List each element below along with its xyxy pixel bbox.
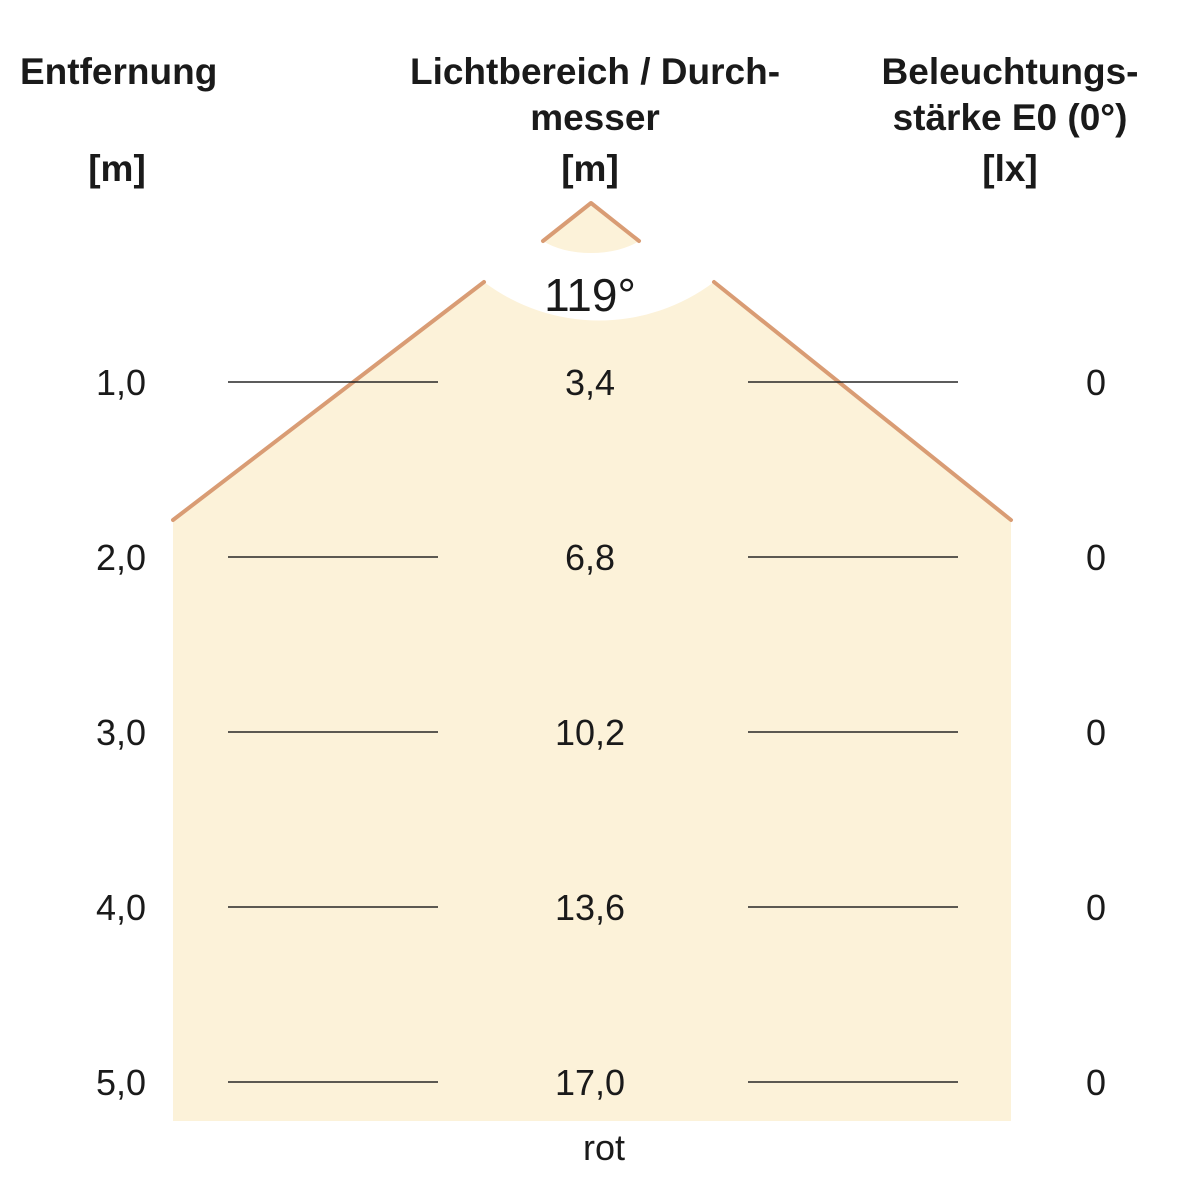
svg-text:0: 0 bbox=[1086, 362, 1106, 403]
svg-text:rot: rot bbox=[583, 1127, 625, 1168]
svg-text:13,6: 13,6 bbox=[555, 887, 625, 928]
svg-text:10,2: 10,2 bbox=[555, 712, 625, 753]
svg-text:119°: 119° bbox=[544, 269, 636, 321]
svg-text:0: 0 bbox=[1086, 1062, 1106, 1103]
svg-text:Entfernung: Entfernung bbox=[20, 51, 217, 92]
svg-text:4,0: 4,0 bbox=[96, 887, 146, 928]
svg-text:1,0: 1,0 bbox=[96, 362, 146, 403]
svg-text:Beleuchtungs-: Beleuchtungs- bbox=[882, 51, 1139, 92]
svg-text:messer: messer bbox=[530, 97, 660, 138]
svg-text:[m]: [m] bbox=[561, 148, 619, 189]
svg-text:0: 0 bbox=[1086, 712, 1106, 753]
svg-text:3,0: 3,0 bbox=[96, 712, 146, 753]
svg-text:0: 0 bbox=[1086, 537, 1106, 578]
svg-text:Lichtbereich / Durch-: Lichtbereich / Durch- bbox=[410, 51, 780, 92]
svg-text:17,0: 17,0 bbox=[555, 1062, 625, 1103]
svg-text:3,4: 3,4 bbox=[565, 362, 615, 403]
svg-text:5,0: 5,0 bbox=[96, 1062, 146, 1103]
svg-text:[lx]: [lx] bbox=[982, 148, 1038, 189]
svg-text:[m]: [m] bbox=[88, 148, 146, 189]
svg-text:2,0: 2,0 bbox=[96, 537, 146, 578]
svg-text:6,8: 6,8 bbox=[565, 537, 615, 578]
svg-text:0: 0 bbox=[1086, 887, 1106, 928]
svg-text:stärke E0 (0°): stärke E0 (0°) bbox=[893, 97, 1128, 138]
